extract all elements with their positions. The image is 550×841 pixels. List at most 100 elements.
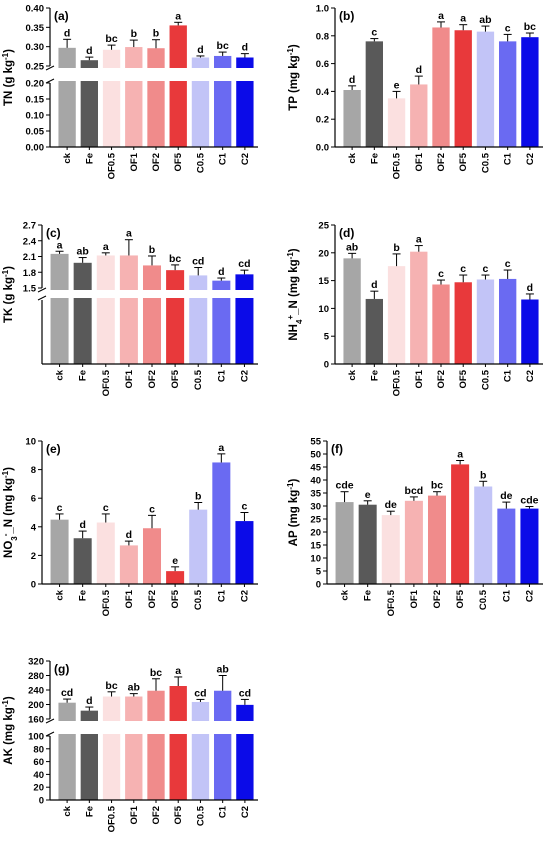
x-tick-label: OF5 xyxy=(170,369,181,388)
x-tick-label: C2 xyxy=(525,370,536,382)
bar-C1 xyxy=(499,278,517,364)
y-axis-label-part: -1 xyxy=(286,252,295,260)
x-tick-label: OF0.5 xyxy=(107,152,118,179)
significance-label: cd xyxy=(61,687,73,699)
y-tick-label: 160 xyxy=(28,715,44,726)
x-tick-label: OF5 xyxy=(170,589,181,608)
significance-label: c xyxy=(505,258,511,270)
x-tick-label: OF0.5 xyxy=(392,369,403,396)
significance-label: bc xyxy=(105,680,117,692)
x-tick-label: C1 xyxy=(218,152,229,165)
y-axis-label-part: ) xyxy=(288,248,300,252)
x-tick-label: C2 xyxy=(239,370,250,382)
x-tick-label: OF2 xyxy=(147,590,158,608)
y-tick-label: 5 xyxy=(316,567,322,578)
y-tick-label: 0 xyxy=(39,796,44,807)
x-tick-label: Fe xyxy=(363,590,374,601)
significance-label: d xyxy=(64,27,70,39)
y-axis-label-part: + xyxy=(286,315,295,320)
significance-label: c xyxy=(242,501,248,513)
significance-label: d xyxy=(197,44,203,56)
significance-label: b xyxy=(131,28,137,40)
x-tick-label: OF5 xyxy=(173,805,184,824)
x-tick-label: OF0.5 xyxy=(392,152,403,179)
axis-break-gap xyxy=(48,68,260,81)
bar-OF2 xyxy=(432,284,450,364)
bar-C2 xyxy=(235,274,254,364)
x-tick-label: OF5 xyxy=(458,152,469,171)
x-tick-label: ck xyxy=(62,152,73,163)
bar-ck xyxy=(50,253,69,364)
significance-label: cd xyxy=(239,687,251,699)
x-tick-label: Fe xyxy=(78,590,89,601)
significance-label: c xyxy=(149,503,155,515)
y-axis-label-part: -1 xyxy=(1,269,10,277)
y-tick-label: 0.05 xyxy=(26,127,45,138)
x-tick-label: OF5 xyxy=(458,369,469,388)
y-tick-label: 15 xyxy=(318,276,329,287)
bar-OF5 xyxy=(166,270,185,364)
y-tick-label: 4 xyxy=(31,522,37,533)
bar-OF1 xyxy=(410,84,428,147)
bar-Fe xyxy=(80,60,98,148)
y-axis-label-part: ) xyxy=(3,266,15,270)
bar-Fe xyxy=(365,41,383,147)
x-tick-label: ck xyxy=(340,589,351,600)
y-axis-label: NH4+_N (mg kg-1) xyxy=(286,248,304,340)
y-axis-label-part: TK (g kg xyxy=(3,277,15,323)
axis-break-mark xyxy=(45,731,55,737)
bar-OF1 xyxy=(125,696,143,800)
significance-label: bc xyxy=(105,33,117,45)
y-axis-label-part: TP (mg kg xyxy=(288,55,300,110)
significance-label: c xyxy=(371,27,377,39)
y-axis-label-part: NH xyxy=(288,324,300,341)
y-axis-label-part: -1 xyxy=(286,48,295,56)
y-tick-label: 240 xyxy=(28,686,44,697)
significance-label: e xyxy=(365,489,371,501)
x-tick-label: C0.5 xyxy=(480,152,491,173)
y-tick-label: 50 xyxy=(310,450,321,461)
axis-break-mark xyxy=(45,65,55,71)
bar-OF1 xyxy=(119,545,138,584)
significance-label: d xyxy=(349,74,355,86)
y-axis-label-part: 4 xyxy=(295,319,304,324)
bar-C2 xyxy=(520,508,539,584)
y-tick-label: 200 xyxy=(28,700,44,711)
significance-label: d xyxy=(527,282,533,294)
panel-label: (f) xyxy=(331,442,343,456)
y-tick-label: 0.30 xyxy=(26,42,45,53)
significance-label: bc xyxy=(150,667,162,679)
panel-label: (c) xyxy=(46,226,61,240)
x-tick-label: OF2 xyxy=(432,590,443,608)
bar-ck xyxy=(343,258,361,364)
bar-Fe xyxy=(365,298,383,364)
panel-b: d ck c Fe e OF0.5 d OF1 a OF2 a OF5 ab C0.5 c C1 bc C2 0.0… xyxy=(286,4,543,179)
significance-label: bc xyxy=(431,480,443,492)
bar-C1 xyxy=(214,690,232,800)
y-tick-label: 0.2 xyxy=(316,115,329,126)
y-axis-label: AP (mg kg-1) xyxy=(286,479,301,547)
bar-C0.5 xyxy=(189,275,208,364)
significance-label: e xyxy=(394,79,400,91)
y-axis-label-part: 3 xyxy=(10,536,19,541)
bar-ck xyxy=(58,47,76,147)
x-tick-label: C2 xyxy=(240,806,251,818)
x-tick-label: OF0.5 xyxy=(101,589,112,616)
significance-label: bc xyxy=(217,40,229,52)
y-tick-label: 6 xyxy=(31,494,36,505)
bar-C2 xyxy=(236,704,254,800)
significance-label: bc xyxy=(169,253,181,265)
bar-C1 xyxy=(499,41,517,147)
y-tick-label: 8 xyxy=(31,465,36,476)
y-axis-label-part: AP (mg kg xyxy=(288,490,300,547)
panel-label: (g) xyxy=(54,662,69,676)
significance-label: de xyxy=(385,499,397,511)
y-tick-label: 10 xyxy=(318,304,329,315)
x-tick-label: Fe xyxy=(78,370,89,381)
y-tick-label: 0 xyxy=(316,580,321,591)
y-tick-label: 0.10 xyxy=(26,111,45,122)
y-tick-label: 0.6 xyxy=(316,59,329,70)
significance-label: ab xyxy=(217,664,229,676)
bar-C1 xyxy=(497,508,516,584)
